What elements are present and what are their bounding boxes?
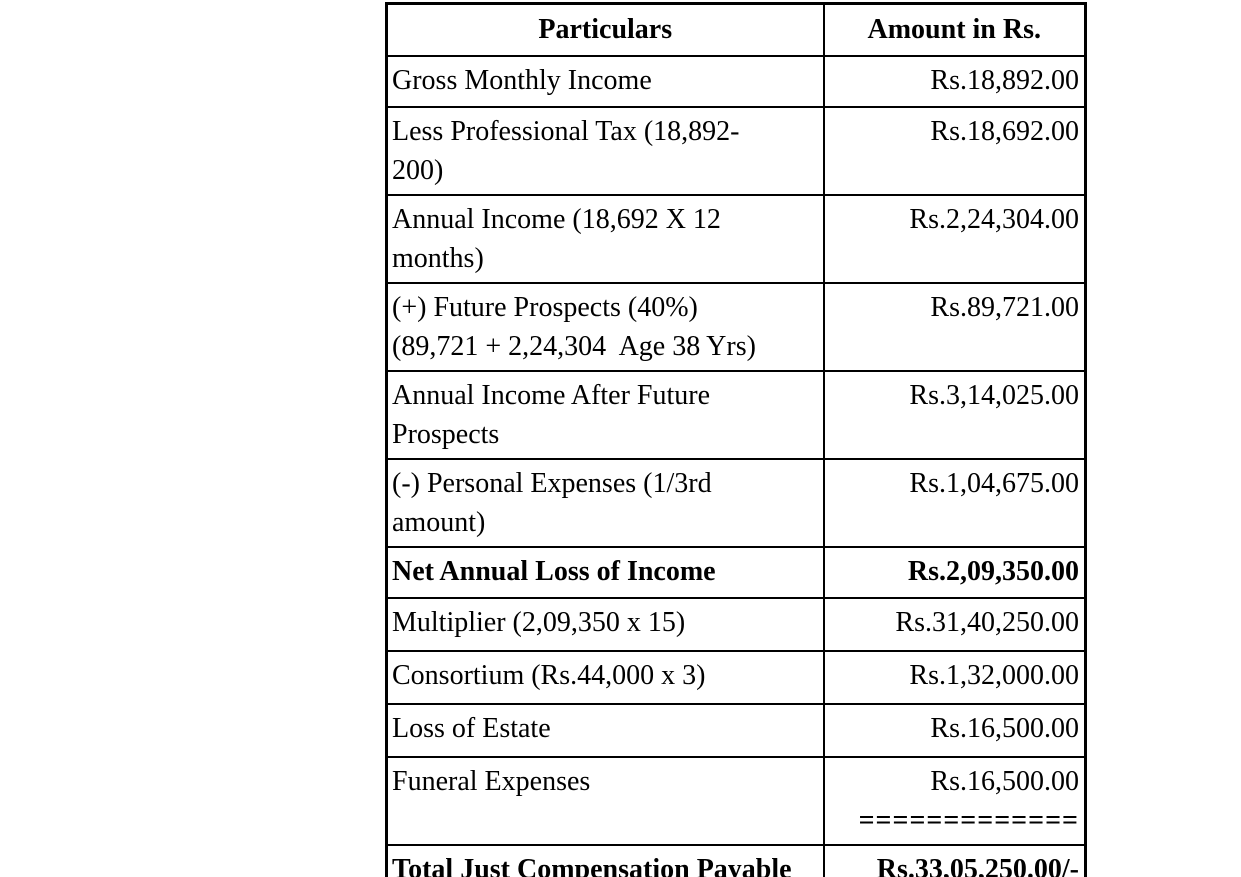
particulars-cell: Total Just Compensation Payable xyxy=(385,843,825,877)
row-amount: Rs.18,892.00 xyxy=(930,64,1079,96)
row-amount: Rs.2,09,350.00 xyxy=(907,555,1079,587)
table-row: Annual Income (18,692 X 12 months) Rs.2,… xyxy=(385,193,1087,284)
row-label: (-) Personal Expenses (1/3rd amount) xyxy=(392,467,712,538)
row-label: Funeral Expenses xyxy=(392,765,591,797)
particulars-cell: Multiplier (2,09,350 x 15) xyxy=(385,596,825,652)
compensation-table: Particulars Amount in Rs. Gross Monthly … xyxy=(385,2,1087,877)
compensation-table-container: Particulars Amount in Rs. Gross Monthly … xyxy=(385,2,1087,877)
table-row: Consortium (Rs.44,000 x 3) Rs.1,32,000.0… xyxy=(385,649,1087,705)
row-amount: Rs.16,500.00 xyxy=(930,712,1079,744)
amount-cell: Rs.16,500.00 ============= xyxy=(822,755,1087,846)
table-row: (-) Personal Expenses (1/3rd amount) Rs.… xyxy=(385,457,1087,548)
particulars-cell: Net Annual Loss of Income xyxy=(385,545,825,599)
row-amount: Rs.16,500.00 xyxy=(930,765,1079,797)
row-amount: Rs.2,24,304.00 xyxy=(909,203,1079,235)
row-label: Annual Income After Future Prospects xyxy=(392,379,711,450)
amount-cell: Rs.89,721.00 xyxy=(822,281,1087,372)
particulars-cell: Annual Income (18,692 X 12 months) xyxy=(385,193,825,284)
particulars-cell: Funeral Expenses xyxy=(385,755,825,846)
row-amount: Rs.18,692.00 xyxy=(930,115,1079,147)
row-amount: Rs.1,04,675.00 xyxy=(909,467,1079,499)
table-row: Loss of Estate Rs.16,500.00 xyxy=(385,702,1087,758)
table-row: (+) Future Prospects (40%) (89,721 + 2,2… xyxy=(385,281,1087,372)
row-label: Gross Monthly Income xyxy=(392,64,652,96)
amount-cell: Rs.33,05,250.00/- --------------------- xyxy=(822,843,1087,877)
row-label: Consortium (Rs.44,000 x 3) xyxy=(392,659,706,691)
amount-cell: Rs.18,892.00 xyxy=(822,54,1087,108)
amount-cell: Rs.2,09,350.00 xyxy=(822,545,1087,599)
col-header-particulars: Particulars xyxy=(385,2,825,57)
table-header-row: Particulars Amount in Rs. xyxy=(385,2,1087,57)
table-row: Gross Monthly Income Rs.18,892.00 xyxy=(385,54,1087,108)
row-label: Multiplier (2,09,350 x 15) xyxy=(392,606,686,638)
equals-separator: ============= xyxy=(858,804,1079,836)
row-label: Less Professional Tax (18,892- 200) xyxy=(392,115,740,186)
amount-cell: Rs.1,32,000.00 xyxy=(822,649,1087,705)
row-label: Net Annual Loss of Income xyxy=(392,555,716,587)
col-header-amount: Amount in Rs. xyxy=(822,2,1087,57)
particulars-cell: Gross Monthly Income xyxy=(385,54,825,108)
row-amount: Rs.33,05,250.00/- xyxy=(876,853,1079,877)
row-label: (+) Future Prospects (40%) (89,721 + 2,2… xyxy=(392,291,756,362)
particulars-cell: (+) Future Prospects (40%) (89,721 + 2,2… xyxy=(385,281,825,372)
table-row-net-annual-loss: Net Annual Loss of Income Rs.2,09,350.00 xyxy=(385,545,1087,599)
particulars-cell: (-) Personal Expenses (1/3rd amount) xyxy=(385,457,825,548)
row-amount: Rs.3,14,025.00 xyxy=(909,379,1079,411)
table-row-total-compensation: Total Just Compensation Payable Rs.33,05… xyxy=(385,843,1087,877)
table-row-funeral-expenses: Funeral Expenses Rs.16,500.00 ==========… xyxy=(385,755,1087,846)
row-amount: Rs.31,40,250.00 xyxy=(895,606,1079,638)
particulars-cell: Loss of Estate xyxy=(385,702,825,758)
amount-cell: Rs.3,14,025.00 xyxy=(822,369,1087,460)
table-row: Annual Income After Future Prospects Rs.… xyxy=(385,369,1087,460)
table-row: Multiplier (2,09,350 x 15) Rs.31,40,250.… xyxy=(385,596,1087,652)
particulars-cell: Consortium (Rs.44,000 x 3) xyxy=(385,649,825,705)
amount-cell: Rs.1,04,675.00 xyxy=(822,457,1087,548)
row-label: Annual Income (18,692 X 12 months) xyxy=(392,203,721,274)
amount-cell: Rs.16,500.00 xyxy=(822,702,1087,758)
row-amount: Rs.1,32,000.00 xyxy=(909,659,1079,691)
row-label: Loss of Estate xyxy=(392,712,551,744)
particulars-cell: Annual Income After Future Prospects xyxy=(385,369,825,460)
table-row: Less Professional Tax (18,892- 200) Rs.1… xyxy=(385,105,1087,196)
amount-cell: Rs.18,692.00 xyxy=(822,105,1087,196)
row-label: Total Just Compensation Payable xyxy=(392,853,792,877)
row-amount: Rs.89,721.00 xyxy=(930,291,1079,323)
amount-cell: Rs.31,40,250.00 xyxy=(822,596,1087,652)
amount-cell: Rs.2,24,304.00 xyxy=(822,193,1087,284)
particulars-cell: Less Professional Tax (18,892- 200) xyxy=(385,105,825,196)
